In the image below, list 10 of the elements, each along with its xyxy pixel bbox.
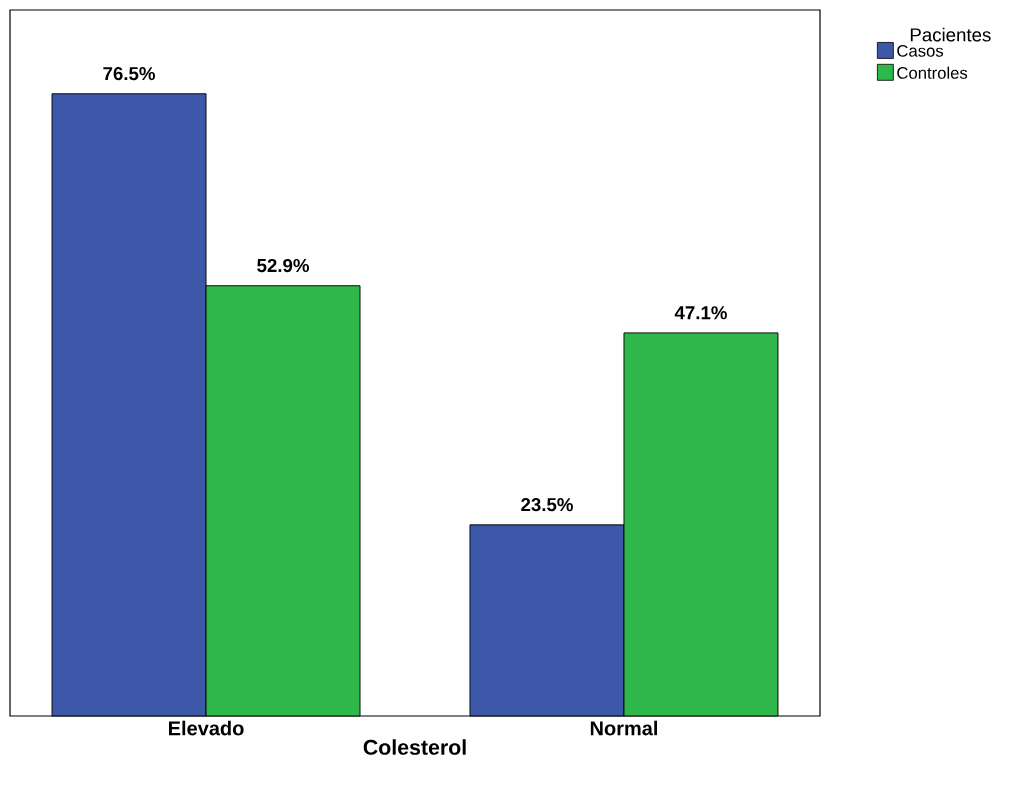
legend-label: Casos bbox=[897, 44, 944, 57]
x-tick-label: Elevado bbox=[169, 720, 244, 736]
data-label: 76.5% bbox=[103, 66, 155, 81]
x-tick-label: Normal bbox=[590, 720, 658, 736]
data-label: 52.9% bbox=[257, 258, 309, 273]
legend-title: Pacientes bbox=[910, 27, 991, 42]
x-axis-title: Colesterol bbox=[363, 739, 466, 755]
legend-label: Controles bbox=[897, 66, 968, 79]
data-label: 47.1% bbox=[674, 306, 727, 320]
data-label: 23.5% bbox=[521, 497, 573, 512]
